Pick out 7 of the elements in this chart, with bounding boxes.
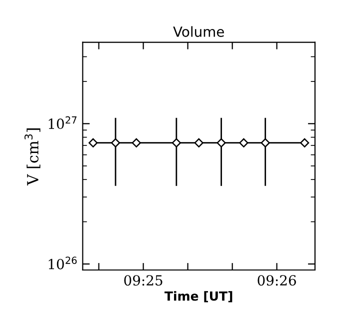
y-tick-label: 10$^{27}$ [48, 116, 76, 130]
x-axis-title: Time [UT] [164, 291, 232, 302]
y-axis-title: V [cm$^{3}$] [24, 128, 40, 186]
x-tick-label: 09:26 [258, 275, 296, 286]
y-tick-label: 10$^{26}$ [48, 256, 77, 270]
x-tick-label: 09:25 [124, 275, 162, 286]
chart-title: Volume [173, 26, 224, 37]
